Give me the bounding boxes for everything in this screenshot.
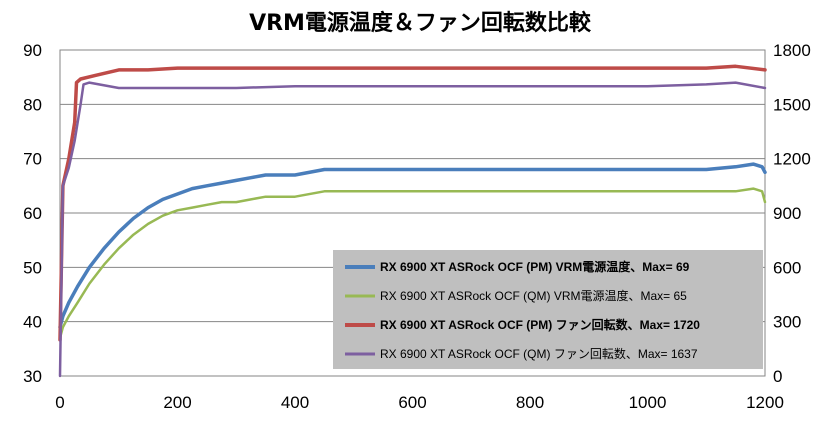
y-tick-label: 40: [23, 313, 42, 332]
series-lines: [58, 64, 767, 378]
y2-tick-label: 300: [773, 313, 801, 332]
x-tick-label: 1200: [746, 393, 784, 412]
y-tick-label: 80: [23, 95, 42, 114]
series-line-0: [58, 162, 767, 329]
y2-tick-label: 900: [773, 204, 801, 223]
x-tick-label: 1000: [629, 393, 667, 412]
y2-tick-label: 1500: [773, 95, 811, 114]
x-tick-label: 600: [398, 393, 426, 412]
y-tick-label: 60: [23, 204, 42, 223]
x-tick-label: 800: [516, 393, 544, 412]
y2-tick-label: 1800: [773, 41, 811, 60]
y-tick-label: 90: [23, 41, 42, 60]
y2-tick-label: 1200: [773, 150, 811, 169]
y-tick-label: 30: [23, 367, 42, 386]
y-tick-label: 50: [23, 258, 42, 277]
y-tick-label: 70: [23, 150, 42, 169]
series-line-1: [58, 187, 767, 340]
legend: RX 6900 XT ASRock OCF (PM) VRM電源温度、Max= …: [333, 250, 763, 369]
series-line-3: [58, 81, 767, 378]
x-tick-label: 200: [163, 393, 191, 412]
x-tick-label: 400: [281, 393, 309, 412]
legend-entry-2: RX 6900 XT ASRock OCF (PM) ファン回転数、Max= 1…: [380, 317, 700, 332]
y2-tick-label: 600: [773, 258, 801, 277]
plot-area-border: [59, 49, 766, 377]
legend-box: [333, 250, 763, 369]
legend-entry-0: RX 6900 XT ASRock OCF (PM) VRM電源温度、Max= …: [380, 259, 690, 274]
legend-entry-3: RX 6900 XT ASRock OCF (QM) ファン回転数、Max= 1…: [380, 346, 698, 361]
legend-entry-1: RX 6900 XT ASRock OCF (QM) VRM電源温度、Max= …: [380, 288, 687, 303]
chart-title: VRM電源温度＆ファン回転数比較: [249, 10, 592, 36]
y2-tick-label: 0: [773, 367, 782, 386]
x-tick-label: 0: [55, 393, 64, 412]
series-line-2: [58, 64, 767, 342]
